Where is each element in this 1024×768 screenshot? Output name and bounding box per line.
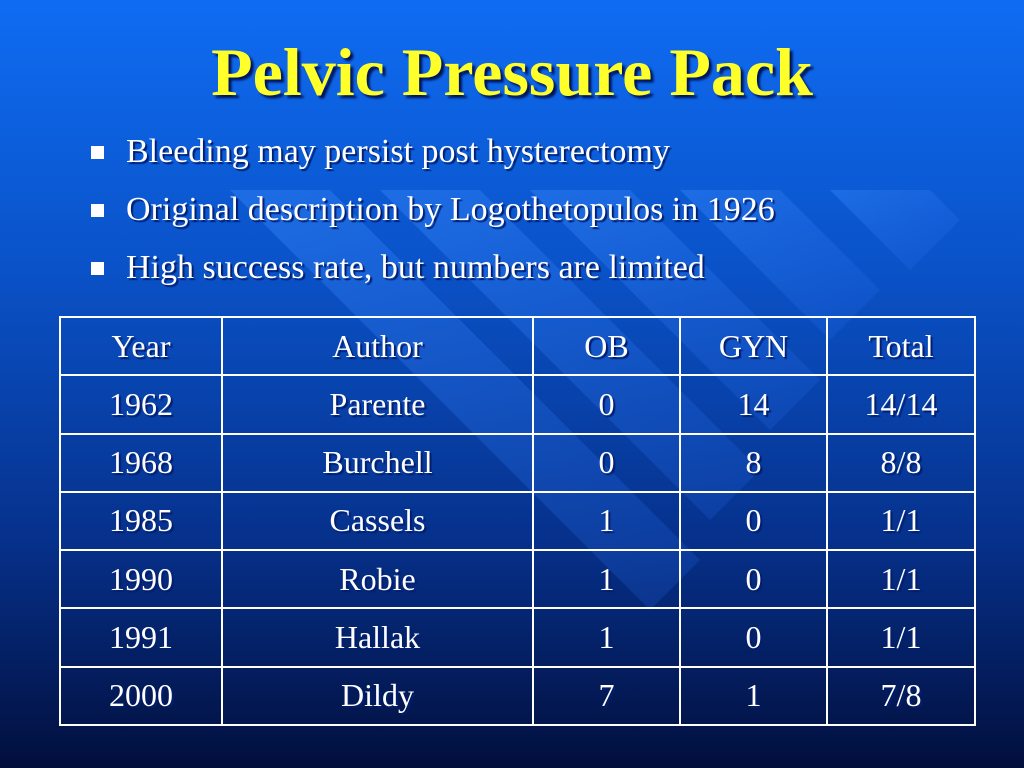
cell-ob: 7 [532,665,681,727]
header-gyn: GYN [679,315,828,377]
square-bullet-icon [91,146,104,159]
table-row: 1990 Robie 1 0 1/1 [59,549,976,610]
cell-year: 1991 [59,607,223,668]
square-bullet-icon [91,262,104,275]
cell-total: 8/8 [826,432,976,493]
cell-total: 1/1 [826,549,976,610]
cell-author: Burchell [221,432,534,493]
header-year: Year [59,315,223,377]
slide-title: Pelvic Pressure Pack [211,34,813,110]
cell-total: 7/8 [826,665,976,727]
cell-total: 1/1 [826,490,976,552]
cell-gyn: 0 [679,607,828,668]
bullet-text: Bleeding may persist post hysterectomy [126,133,670,170]
bullet-list: Bleeding may persist post hysterectomy O… [88,128,775,302]
cell-year: 1990 [59,549,223,610]
bullet-item: High success rate, but numbers are limit… [88,244,775,302]
cell-author: Dildy [221,665,534,727]
cell-gyn: 8 [679,432,828,493]
table-row: 2000 Dildy 7 1 7/8 [59,665,976,727]
cell-total: 1/1 [826,607,976,668]
cell-gyn: 1 [679,665,828,727]
bullet-item: Original description by Logothetopulos i… [88,186,775,244]
cell-ob: 1 [532,607,681,668]
cell-gyn: 14 [679,374,828,435]
table-row: 1962 Parente 0 14 14/14 [59,374,976,435]
cell-ob: 0 [532,432,681,493]
cell-ob: 1 [532,490,681,552]
square-bullet-icon [91,204,104,217]
table-header-row: Year Author OB GYN Total [59,315,976,377]
cell-year: 1968 [59,432,223,493]
table-row: 1991 Hallak 1 0 1/1 [59,607,976,668]
cell-author: Hallak [221,607,534,668]
bullet-text: High success rate, but numbers are limit… [126,249,705,286]
cell-gyn: 0 [679,490,828,552]
cell-gyn: 0 [679,549,828,610]
cell-year: 1985 [59,490,223,552]
cell-total: 14/14 [826,374,976,435]
header-total: Total [826,315,976,377]
cell-ob: 0 [532,374,681,435]
header-author: Author [221,315,534,377]
cell-ob: 1 [532,549,681,610]
cell-year: 2000 [59,665,223,727]
table-row: 1968 Burchell 0 8 8/8 [59,432,976,493]
table-row: 1985 Cassels 1 0 1/1 [59,490,976,552]
cell-author: Cassels [221,490,534,552]
bullet-item: Bleeding may persist post hysterectomy [88,128,775,186]
cell-author: Parente [221,374,534,435]
cell-year: 1962 [59,374,223,435]
bullet-text: Original description by Logothetopulos i… [126,191,775,228]
results-table: Year Author OB GYN Total 1962 Parente 0 … [59,315,976,727]
header-ob: OB [532,315,681,377]
cell-author: Robie [221,549,534,610]
